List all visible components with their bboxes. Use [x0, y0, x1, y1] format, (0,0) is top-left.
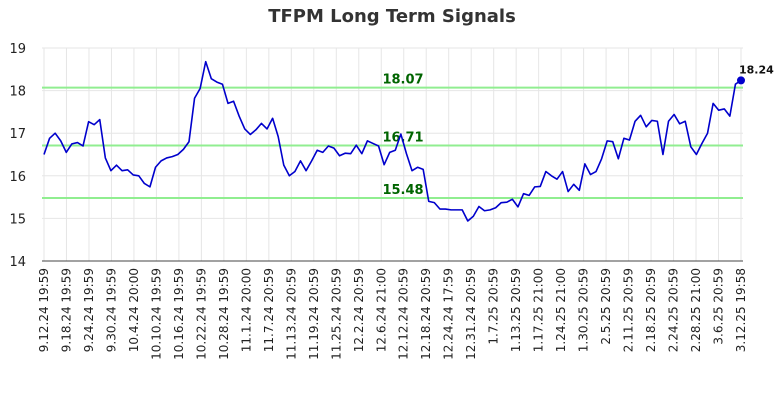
- y-tick-label: 17: [9, 127, 26, 142]
- x-tick-label: 1.24.25 21:00: [554, 268, 568, 352]
- x-tick-label: 1.30.25 20:59: [577, 268, 591, 352]
- reference-line-label: 16.71: [382, 131, 423, 146]
- x-tick-label: 10.10.24 19:59: [149, 268, 163, 360]
- y-tick-label: 16: [9, 170, 26, 185]
- x-tick-label: 10.28.24 19:59: [217, 268, 231, 360]
- x-tick-label: 9.24.24 19:59: [82, 268, 96, 352]
- x-tick-label: 2.24.25 20:59: [667, 268, 681, 352]
- x-tick-label: 10.4.24 20:00: [127, 268, 141, 352]
- x-tick-label: 12.31.24 20:59: [464, 268, 478, 360]
- x-tick-label: 11.7.24 20:59: [262, 268, 276, 352]
- x-tick-label: 11.19.24 20:59: [307, 268, 321, 360]
- x-tick-label: 12.24.24 17:59: [442, 268, 456, 360]
- y-tick-label: 15: [9, 212, 26, 227]
- x-tick-label: 1.13.25 20:59: [509, 268, 523, 352]
- y-tick-label: 19: [9, 42, 26, 57]
- reference-line-label: 15.48: [382, 183, 423, 198]
- last-point-label: 18.24: [739, 63, 774, 76]
- x-tick-label: 10.22.24 19:59: [194, 268, 208, 360]
- x-tick-label: 12.12.24 20:59: [397, 268, 411, 360]
- x-tick-label: 9.12.24 19:59: [37, 268, 51, 352]
- x-tick-label: 12.2.24 20:59: [352, 268, 366, 352]
- reference-line-label: 18.07: [382, 73, 423, 88]
- x-tick-label: 2.5.25 20:59: [599, 268, 613, 345]
- x-tick-label: 9.30.24 19:59: [104, 268, 118, 352]
- x-tick-label: 11.1.24 20:00: [239, 268, 253, 352]
- x-tick-label: 2.28.25 21:00: [689, 268, 703, 352]
- x-tick-label: 2.18.25 20:59: [644, 268, 658, 352]
- series-line: [43, 60, 742, 222]
- x-tick-label: 11.25.24 20:59: [329, 268, 343, 360]
- last-point-marker: [737, 76, 745, 85]
- chart-title: TFPM Long Term Signals: [268, 6, 516, 27]
- x-tick-label: 11.13.24 20:59: [284, 268, 298, 360]
- x-tick-label: 1.7.25 20:59: [487, 268, 501, 345]
- y-tick-label: 14: [9, 255, 26, 270]
- x-tick-label: 12.6.24 21:00: [374, 268, 388, 352]
- x-tick-label: 3.6.25 20:59: [712, 268, 726, 345]
- y-tick-label: 18: [9, 85, 26, 100]
- x-tick-label: 12.18.24 20:59: [419, 268, 433, 360]
- x-tick-label: 1.17.25 21:00: [532, 268, 546, 352]
- x-tick-label: 10.16.24 19:59: [172, 268, 186, 360]
- x-tick-label: 3.12.25 19:58: [734, 268, 748, 352]
- x-tick-label: 9.18.24 19:59: [59, 268, 73, 352]
- x-tick-label: 2.11.25 20:59: [622, 268, 636, 352]
